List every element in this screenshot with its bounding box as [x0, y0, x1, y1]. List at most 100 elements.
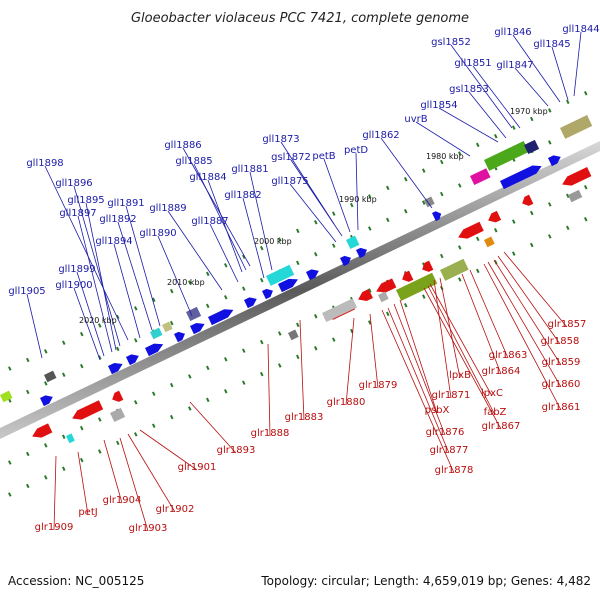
tick-mark	[79, 457, 84, 463]
leader-line	[387, 307, 450, 454]
gene-label: glr1902	[156, 504, 195, 515]
tick-mark	[529, 242, 534, 248]
tick-mark	[458, 245, 462, 250]
gene-label: gll1905	[8, 286, 45, 297]
leader-line	[113, 243, 141, 339]
leader-line	[429, 283, 493, 397]
tick-mark	[206, 397, 210, 403]
gene-block-cyan	[66, 433, 75, 444]
leader-line	[53, 455, 57, 531]
tick-mark	[206, 271, 210, 277]
tick-mark	[224, 295, 228, 300]
tick-mark	[367, 226, 372, 231]
gene-label: gll1854	[420, 100, 457, 111]
reverse-gene-arrow	[72, 400, 104, 420]
leader-line	[85, 202, 117, 351]
gene-label: gll1862	[362, 130, 399, 141]
leader-line	[290, 159, 343, 237]
gene-label: gll1846	[494, 27, 531, 38]
tick-mark	[44, 381, 48, 386]
gene-label: gll1895	[67, 195, 104, 206]
tick-mark	[97, 449, 102, 454]
accession-text: Accession: NC_005125	[8, 574, 145, 588]
kbp-label: 2010 kbp	[167, 278, 205, 287]
tick-mark	[259, 339, 264, 345]
gene-label: gll1851	[454, 58, 491, 69]
tick-mark	[133, 338, 138, 343]
forward-gene-arrow	[244, 297, 257, 309]
tick-mark	[170, 382, 174, 388]
tick-mark	[116, 440, 120, 446]
tick-mark	[458, 151, 462, 156]
gene-block-magenta	[470, 168, 491, 186]
leader-line	[369, 313, 379, 389]
tick-mark	[314, 346, 318, 351]
gene-label: gll1890	[139, 228, 176, 239]
tick-mark	[512, 251, 516, 256]
gene-label: gll1882	[224, 190, 261, 201]
gene-block-grey	[110, 407, 126, 423]
tick-mark	[79, 363, 84, 369]
leader-line	[438, 107, 499, 143]
tick-mark	[332, 211, 336, 216]
tick-mark	[134, 306, 138, 311]
tick-mark	[44, 443, 48, 448]
tick-mark	[8, 366, 12, 371]
gene-label: fabZ	[484, 407, 507, 418]
forward-gene-arrow	[548, 155, 561, 167]
gene-label: glr1857	[548, 319, 587, 330]
tick-mark	[26, 483, 30, 489]
gene-label: glr1861	[542, 402, 581, 413]
tick-mark	[350, 202, 354, 208]
tick-mark	[80, 425, 84, 431]
leader-line	[26, 293, 43, 359]
gene-label: gll1898	[26, 158, 63, 169]
forward-gene-arrow	[174, 331, 185, 343]
tick-mark	[152, 391, 156, 396]
genome-summary-text: Topology: circular; Length: 4,659,019 bp…	[261, 574, 591, 588]
kbp-label: 1970 kbp	[510, 107, 548, 116]
leader-line	[209, 223, 239, 283]
gene-label: gsl1872	[271, 152, 311, 163]
tick-mark	[188, 280, 192, 285]
tick-mark	[458, 277, 462, 282]
gene-label: gll1886	[164, 140, 201, 151]
tick-mark	[278, 237, 282, 242]
gene-block-khaki	[560, 115, 593, 139]
gene-label: glr1876	[426, 427, 465, 438]
tick-mark	[260, 245, 264, 251]
leader-line	[207, 179, 243, 273]
gene-label: petB	[312, 151, 335, 162]
gene-block-grey	[43, 370, 57, 383]
gene-label: glr1909	[35, 522, 74, 533]
tick-mark	[422, 294, 426, 299]
tick-mark	[530, 116, 534, 122]
tick-mark	[565, 193, 570, 199]
gene-label: glr1893	[217, 445, 256, 456]
tick-mark	[97, 417, 102, 422]
leader-line	[76, 271, 105, 357]
reverse-gene-arrow	[402, 270, 414, 282]
leader-line	[469, 269, 509, 359]
tick-mark	[152, 297, 156, 302]
tick-mark	[8, 492, 12, 497]
tick-mark	[368, 194, 372, 199]
tick-mark	[314, 252, 318, 257]
gene-block-cyan	[265, 264, 295, 286]
leader-line	[289, 183, 337, 243]
tick-mark	[170, 288, 174, 294]
tick-mark	[494, 228, 498, 233]
leader-line	[157, 235, 193, 317]
tick-mark	[97, 323, 102, 328]
forward-gene-arrow	[278, 278, 298, 293]
tick-mark	[566, 99, 570, 105]
tick-mark	[134, 432, 138, 437]
leader-line	[182, 147, 251, 267]
gene-label: gll1873	[262, 134, 299, 145]
leader-line	[267, 343, 271, 437]
gene-label: uvrB	[404, 114, 427, 125]
tick-mark	[260, 277, 264, 283]
gene-label: gll1897	[59, 208, 96, 219]
